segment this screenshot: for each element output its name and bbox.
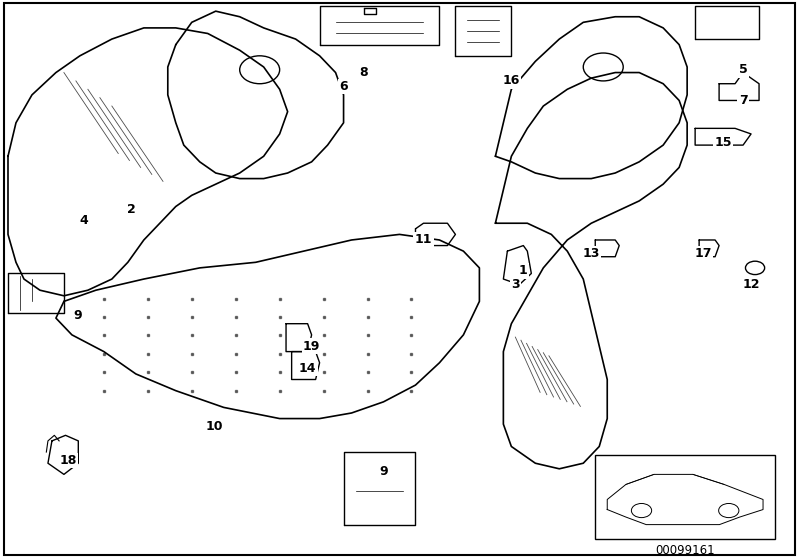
Text: 15: 15 (714, 136, 732, 149)
Text: 10: 10 (205, 420, 223, 433)
Text: 11: 11 (415, 234, 432, 247)
Text: 17: 17 (694, 248, 712, 260)
Text: 12: 12 (742, 278, 760, 291)
Text: 8: 8 (360, 66, 368, 79)
Text: 6: 6 (340, 80, 348, 93)
Text: 1: 1 (519, 264, 527, 277)
Text: 5: 5 (739, 63, 747, 76)
Text: 19: 19 (303, 339, 320, 353)
Text: 4: 4 (80, 214, 88, 227)
Text: 14: 14 (299, 362, 316, 375)
Text: 2: 2 (128, 203, 136, 216)
Text: 7: 7 (739, 94, 747, 107)
Text: 00099161: 00099161 (655, 544, 715, 557)
Text: 18: 18 (59, 454, 77, 467)
Text: 9: 9 (380, 465, 388, 478)
Bar (595, 455, 775, 538)
Text: 13: 13 (582, 248, 600, 260)
Text: 3: 3 (511, 278, 519, 291)
Text: 9: 9 (74, 309, 81, 322)
Text: 16: 16 (503, 74, 520, 87)
